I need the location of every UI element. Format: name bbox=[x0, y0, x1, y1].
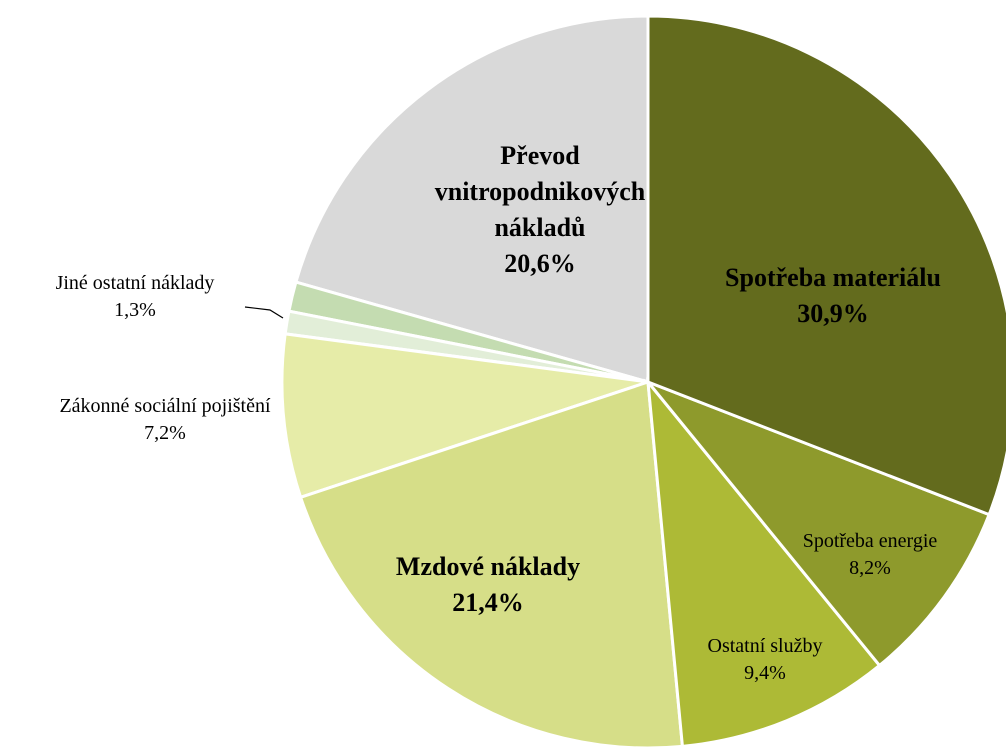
slice-label: Převod vnitropodnikových nákladů 20,6% bbox=[420, 138, 660, 282]
pie-slice bbox=[643, 378, 992, 668]
value-label: 8,2% bbox=[849, 557, 891, 579]
slice-label: Spotřeba materiálu 30,9% bbox=[725, 260, 941, 332]
value-label: 21,4% bbox=[452, 588, 524, 617]
value-label: 1,3% bbox=[114, 299, 156, 321]
value-label: 9,4% bbox=[744, 662, 786, 684]
category-label: Zákonné sociální pojištění bbox=[59, 395, 271, 417]
leader-line bbox=[244, 306, 284, 319]
value-label: 7,2% bbox=[144, 422, 186, 444]
value-label: 20,6% bbox=[504, 249, 576, 278]
pie-slice bbox=[646, 377, 882, 749]
slice-label: Jiné ostatní náklady 1,3% bbox=[56, 270, 215, 324]
pie-slice bbox=[298, 379, 685, 750]
category-label: Ostatní služby bbox=[707, 635, 823, 657]
value-label: 30,9% bbox=[797, 299, 869, 328]
pie-slice bbox=[646, 14, 1006, 517]
category-label: Spotřeba materiálu bbox=[725, 263, 941, 292]
category-label: Mzdové náklady bbox=[395, 552, 581, 581]
category-label: Jiné ostatní náklady bbox=[55, 272, 215, 294]
slice-label: Zákonné sociální pojištění 7,2% bbox=[59, 393, 270, 447]
pie-slice bbox=[294, 14, 650, 384]
slice-label: Ostatní služby 9,4% bbox=[708, 633, 823, 687]
slice-label: Spotřeba energie 8,2% bbox=[803, 528, 938, 582]
category-label: Převod vnitropodnikových nákladů bbox=[434, 141, 646, 242]
category-label: Spotřeba energie bbox=[802, 530, 938, 552]
slice-label: Mzdové náklady 21,4% bbox=[396, 549, 580, 621]
pie-slice bbox=[280, 332, 649, 500]
